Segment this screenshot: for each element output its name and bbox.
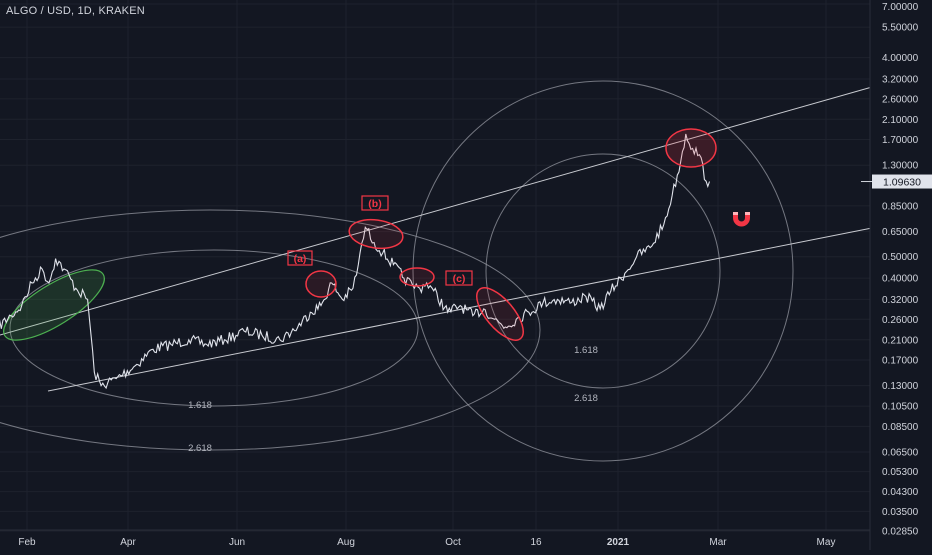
time-tick-label: May: [817, 537, 836, 548]
magnet-icon: [733, 212, 750, 227]
time-tick-label: Aug: [337, 537, 355, 548]
label-a: (a): [294, 253, 307, 265]
price-tick-label: 3.20000: [882, 74, 919, 85]
label-b: (b): [368, 198, 381, 210]
highlight-wave-d[interactable]: [399, 267, 435, 287]
price-tick-label: 0.21000: [882, 335, 919, 346]
price-tick-label: 0.10500: [882, 402, 919, 413]
price-tick-label: 0.02850: [882, 527, 919, 538]
trendline-lower[interactable]: [47, 227, 873, 392]
highlight-top[interactable]: [665, 128, 717, 168]
price-tick-label: 2.60000: [882, 94, 919, 105]
price-tick-label: 4.00000: [882, 53, 919, 64]
time-tick-label: Mar: [709, 537, 727, 548]
highlight-c[interactable]: [469, 280, 532, 347]
highlight-a[interactable]: [305, 270, 337, 298]
fib-label-1618-left: 1.618: [188, 400, 212, 411]
label-c: (c): [453, 273, 466, 285]
fib-label-2618-right: 2.618: [574, 393, 598, 404]
label-a-box[interactable]: [287, 250, 313, 266]
fib-circles-left[interactable]: 1.618 2.618: [0, 209, 541, 454]
fib-circle-1618-right[interactable]: [485, 153, 721, 389]
time-tick-label: Apr: [120, 537, 136, 548]
time-tick-label: Jun: [229, 537, 245, 548]
time-tick-label: Oct: [445, 537, 461, 548]
price-tick-label: 0.85000: [882, 201, 919, 212]
price-axis[interactable]: [869, 0, 932, 550]
price-tick-label: 0.17000: [882, 355, 919, 366]
price-tick-label: 0.03500: [882, 507, 919, 518]
fib-label-2618-left: 2.618: [188, 443, 212, 454]
wave-labels[interactable]: (a) (b) (c): [287, 195, 473, 286]
current-price-tag: 1.09630: [861, 174, 932, 189]
price-tick-label: 0.50000: [882, 252, 919, 263]
red-highlights[interactable]: [305, 128, 717, 348]
price-tick-label: 0.05300: [882, 467, 919, 478]
price-tick-label: 0.65000: [882, 227, 919, 238]
time-axis-ticks: Feb Apr Jun Aug Oct 16 2021 Mar May: [18, 537, 835, 548]
green-highlight-ellipse[interactable]: [0, 257, 114, 352]
fib-label-1618-right: 1.618: [574, 345, 598, 356]
highlight-b[interactable]: [347, 216, 404, 251]
price-tick-label: 0.32000: [882, 295, 919, 306]
grid: [0, 0, 870, 532]
label-c-box[interactable]: [445, 270, 473, 286]
time-tick-label: 16: [530, 537, 542, 548]
price-tick-label: 0.40000: [882, 274, 919, 285]
price-tick-label: 2.10000: [882, 115, 919, 126]
fib-circle-2618-left[interactable]: [0, 209, 541, 451]
price-tick-label: 7.00000: [882, 2, 919, 13]
price-axis-ticks: 7.00000 5.50000 4.00000 3.20000 2.60000 2.100…: [882, 2, 919, 538]
price-tick-label: 0.26000: [882, 315, 919, 326]
price-tick-label: 5.50000: [882, 23, 919, 34]
current-price-label: 1.09630: [883, 177, 921, 189]
price-tick-label: 1.30000: [882, 161, 919, 172]
time-tick-label: 2021: [607, 537, 630, 548]
fib-circle-2618-right[interactable]: [412, 80, 794, 462]
price-tick-label: 1.70000: [882, 135, 919, 146]
symbol-title: ALGO / USD, 1D, KRAKEN: [6, 5, 145, 17]
fib-circles-right[interactable]: 1.618 2.618: [412, 80, 794, 462]
trendline-upper[interactable]: [0, 86, 873, 336]
time-tick-label: Feb: [18, 537, 36, 548]
fib-circle-1618-left[interactable]: [9, 249, 419, 407]
price-tick-label: 0.04300: [882, 487, 919, 498]
price-line[interactable]: [0, 133, 711, 390]
price-tick-label: 0.08500: [882, 422, 919, 433]
price-tick-label: 0.13000: [882, 381, 919, 392]
label-b-box[interactable]: [361, 195, 389, 211]
price-tick-label: 0.06500: [882, 448, 919, 459]
